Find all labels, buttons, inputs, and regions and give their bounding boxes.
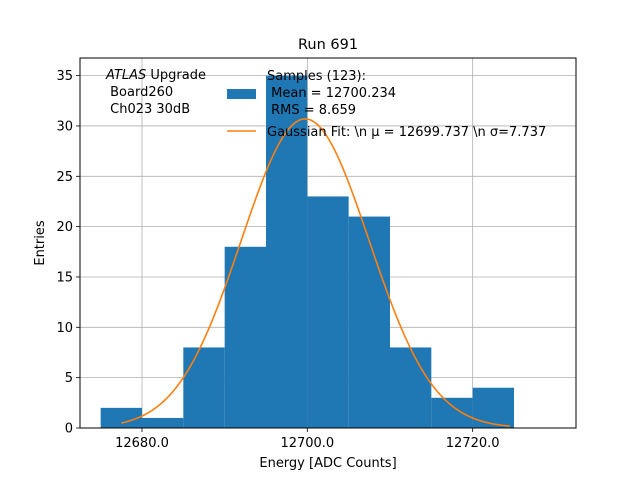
y-tick-label-7: 35: [56, 69, 73, 84]
y-tick-label-0: 0: [65, 422, 73, 437]
legend-hist-line-2: Mean = 12700.234: [267, 86, 396, 101]
annotation-line-2: Board260: [106, 85, 173, 100]
annotation-line-1: ATLAS Upgrade: [105, 68, 206, 83]
legend-hist-line-1: Samples (123):: [267, 69, 366, 84]
chart-title: Run 691: [298, 37, 358, 53]
annotation-upgrade: Upgrade: [146, 68, 206, 83]
y-tick-label-1: 5: [65, 371, 73, 386]
histogram-bar-9: [472, 387, 514, 428]
x-tick-label-1: 12700.0: [280, 436, 334, 451]
y-tick-label-3: 15: [56, 270, 73, 285]
legend-hist-line-3: RMS = 8.659: [267, 103, 356, 118]
x-axis-label: Energy [ADC Counts]: [259, 456, 396, 471]
y-axis-label: Entries: [33, 220, 48, 266]
histogram-bar-0: [100, 407, 142, 428]
histogram-bar-7: [390, 347, 432, 428]
histogram-bar-6: [348, 216, 390, 428]
y-tick-label-2: 10: [56, 321, 73, 336]
axis-ticks: 12680.0 12700.0 12720.0 0 5 10 15 20 25 30 35: [56, 69, 499, 451]
y-tick-label-4: 20: [56, 220, 73, 235]
plot-frame: [79, 57, 577, 429]
atlas-annotation: ATLAS Upgrade Board260 Ch023 30dB: [105, 68, 206, 117]
histogram-bars: [100, 75, 514, 428]
histogram-bar-8: [431, 397, 473, 428]
x-tick-label-0: 12680.0: [115, 436, 169, 451]
annotation-line-3: Ch023 30dB: [106, 102, 190, 117]
gaussian-fit: [121, 118, 510, 427]
legend: Samples (123): Mean = 12700.234 RMS = 8.…: [227, 69, 546, 140]
histogram-bar-2: [183, 347, 225, 428]
legend-hist-swatch: [227, 89, 256, 99]
y-tick-label-5: 25: [56, 170, 73, 185]
histogram-bar-3: [224, 246, 266, 428]
gaussian-fit-curve: [121, 118, 510, 427]
y-tick-label-6: 30: [56, 119, 73, 134]
histogram-bar-5: [307, 196, 349, 428]
histogram-bar-4: [266, 75, 308, 428]
annotation-atlas: ATLAS: [105, 68, 146, 83]
x-tick-label-2: 12720.0: [446, 436, 500, 451]
legend-fit-label: Gaussian Fit: \n μ = 12699.737 \n σ=7.73…: [267, 125, 546, 140]
histogram-bar-1: [142, 417, 184, 428]
